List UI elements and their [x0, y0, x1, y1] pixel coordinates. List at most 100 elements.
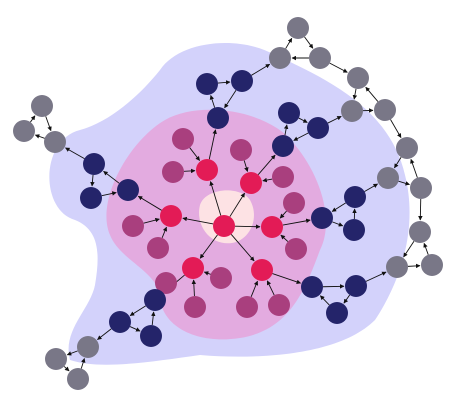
- inner-node-m10: [184, 296, 206, 318]
- edge-g7-g8: [394, 157, 402, 169]
- edge-n7-n8: [90, 174, 95, 187]
- edge-m8-c4: [280, 234, 289, 242]
- outer-node-g3: [309, 47, 331, 69]
- edge-g16-g17: [66, 350, 78, 356]
- inner-node-m3: [230, 139, 252, 161]
- edge-n10-g8: [364, 183, 378, 192]
- edge-c0-c5: [199, 234, 218, 259]
- center-node-c2: [240, 172, 262, 194]
- edge-n18-n16: [150, 311, 156, 326]
- outer-node-g2: [269, 47, 291, 69]
- inner-node-m11: [236, 296, 258, 318]
- inner-node-m8: [285, 238, 307, 260]
- edge-layer: [30, 36, 429, 372]
- edge-c0-c4: [234, 224, 261, 229]
- edge-g1-g3: [304, 36, 314, 49]
- edge-c0-c1: [209, 181, 222, 216]
- edge-n10-n11: [331, 202, 346, 212]
- edge-g18-g16: [80, 358, 86, 369]
- center-node-c1: [196, 159, 218, 181]
- edge-g6-g4: [365, 86, 379, 102]
- edge-m3-c2: [243, 160, 249, 172]
- edge-m9-c5: [203, 271, 211, 276]
- mid-node-n4: [278, 102, 300, 124]
- mid-node-n8: [80, 187, 102, 209]
- outer-node-g13: [31, 95, 53, 117]
- outer-node-g16: [77, 336, 99, 358]
- edge-n2-n3: [224, 89, 237, 109]
- edge-m6-c3: [161, 226, 168, 238]
- center-node-c0: [213, 215, 235, 237]
- edge-m5-c3: [143, 217, 160, 224]
- center-node-c3: [160, 205, 182, 227]
- mid-node-n3: [207, 107, 229, 129]
- edge-n3-n1: [209, 94, 216, 108]
- outer-node-g5: [341, 100, 363, 122]
- outer-node-g12: [421, 254, 443, 276]
- center-node-c6: [251, 259, 273, 281]
- edge-m7-c4: [279, 210, 287, 219]
- edge-g11-g12: [407, 263, 421, 269]
- mid-node-n11: [311, 207, 333, 229]
- edge-m2-c1: [183, 168, 196, 174]
- outer-node-g15: [44, 131, 66, 153]
- edge-c3-n9: [137, 195, 162, 211]
- edge-g17-g18: [63, 366, 70, 372]
- mid-node-n9: [117, 179, 139, 201]
- outer-node-g9: [410, 177, 432, 199]
- center-node-c4: [261, 216, 283, 238]
- outer-node-g17: [45, 348, 67, 370]
- mid-node-n12: [343, 219, 365, 241]
- edge-n6-n4: [283, 124, 289, 136]
- edge-n1-n2: [217, 80, 231, 85]
- edge-c2-n6: [257, 154, 276, 175]
- edge-m12-c6: [266, 280, 275, 296]
- edge-g3-g4: [329, 62, 348, 73]
- outer-node-g11: [386, 256, 408, 278]
- inner-node-m6: [147, 237, 169, 259]
- outer-node-g10: [409, 221, 431, 243]
- mid-node-n18: [140, 325, 162, 347]
- edge-n11-n12: [332, 221, 344, 227]
- edge-n9-n7: [103, 170, 120, 184]
- edge-g4-g5: [352, 88, 358, 100]
- edge-n16-n17: [129, 305, 146, 316]
- outer-node-g1: [287, 17, 309, 39]
- mid-node-n5: [307, 117, 329, 139]
- edge-g8-g9: [398, 180, 410, 186]
- inner-node-m1: [172, 128, 194, 150]
- edge-m11-c6: [250, 280, 259, 297]
- outer-node-g14: [13, 120, 35, 142]
- edge-n4-n5: [298, 117, 308, 123]
- mid-node-n13: [301, 276, 323, 298]
- inner-node-m4: [272, 166, 294, 188]
- outer-node-g7: [396, 137, 418, 159]
- mid-node-n2: [231, 70, 253, 92]
- edge-g6-g7: [390, 119, 402, 139]
- edge-c1-n3: [208, 129, 217, 160]
- edge-n14-n15: [343, 294, 351, 304]
- edge-g9-g7: [410, 158, 418, 178]
- edge-n2-g2: [251, 63, 271, 76]
- mid-node-n15: [326, 302, 348, 324]
- edge-m10-c5: [191, 279, 197, 297]
- outer-node-g4: [347, 67, 369, 89]
- edge-g10-g11: [403, 240, 415, 258]
- mid-node-n14: [345, 275, 367, 297]
- inner-node-m2: [162, 161, 184, 183]
- mid-node-n1: [196, 73, 218, 95]
- edge-g14-g13: [30, 115, 36, 123]
- edge-g2-g1: [285, 37, 293, 49]
- edge-n5-g5: [327, 115, 342, 124]
- edge-n15-n13: [319, 295, 330, 306]
- edge-n7-g15: [65, 147, 85, 159]
- inner-node-m12: [268, 294, 290, 316]
- edge-m1-c1: [189, 147, 201, 161]
- edge-c0-c6: [230, 234, 255, 262]
- mid-node-n17: [109, 311, 131, 333]
- edge-c0-c2: [229, 192, 245, 217]
- inner-node-m5: [122, 215, 144, 237]
- inner-node-m7: [283, 192, 305, 214]
- edge-g15-g14: [34, 134, 45, 139]
